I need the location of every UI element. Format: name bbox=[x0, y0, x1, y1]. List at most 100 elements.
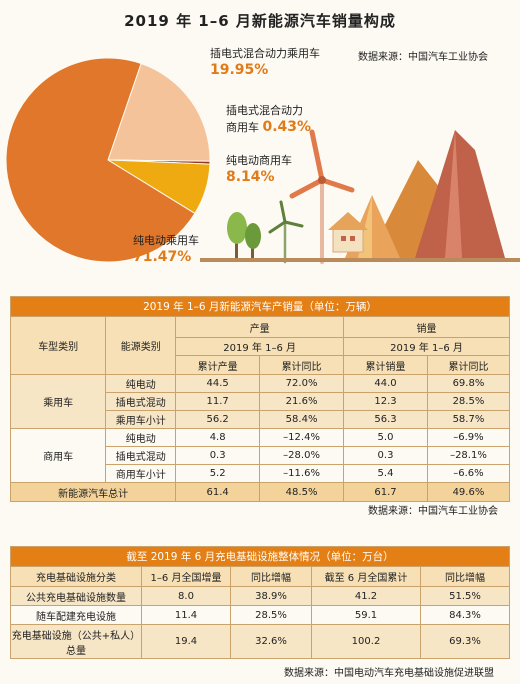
charging-infrastructure-table: 截至 2019 年 6 月充电基础设施整体情况（单位：万台） 充电基础设施分类 … bbox=[10, 546, 510, 659]
table-cell: 59.1 bbox=[311, 605, 421, 625]
table-cell: 48.5% bbox=[259, 482, 345, 502]
col-cum-sales: 累计销量 bbox=[343, 355, 428, 375]
col-cumulative: 截至 6 月全国累计 bbox=[311, 566, 421, 587]
table-cell: –6.9% bbox=[426, 428, 511, 447]
table-cell: 58.7% bbox=[426, 410, 511, 429]
label-phev-commercial: 插电式混合动力 商用车 0.43% bbox=[226, 104, 311, 136]
table-cell: 充电基础设施（公共+私人）总量 bbox=[10, 624, 142, 659]
scenery-illustration bbox=[200, 129, 520, 264]
col-sales-yoy: 累计同比 bbox=[426, 355, 511, 375]
table-cell: 纯电动 bbox=[105, 374, 177, 393]
table-cell: 56.3 bbox=[343, 410, 428, 429]
table-cell: 商用车小计 bbox=[105, 464, 177, 483]
label-bev-commercial-name: 纯电动商用车 bbox=[226, 154, 292, 167]
table-cell: 19.4 bbox=[141, 624, 231, 659]
table-cell: –11.6% bbox=[259, 464, 345, 483]
table-cell: 32.6% bbox=[230, 624, 312, 659]
table-cell: 12.3 bbox=[343, 392, 428, 411]
table-cell: 58.4% bbox=[259, 410, 345, 429]
table-cell: 56.2 bbox=[175, 410, 261, 429]
table-cell: 0.3 bbox=[343, 446, 428, 465]
table-cell: 84.3% bbox=[420, 605, 510, 625]
label-bev-commercial: 纯电动商用车 8.14% bbox=[226, 154, 292, 186]
table-cell: 随车配建充电设施 bbox=[10, 605, 142, 625]
table-row: 商用车 纯电动 4.8 –12.4% 5.0 –6.9% bbox=[9, 428, 511, 483]
group-passenger: 乘用车 bbox=[9, 374, 107, 429]
table-cell: 插电式混动 bbox=[105, 392, 177, 411]
pie-slice bbox=[5, 57, 196, 263]
table-cell: 8.0 bbox=[141, 586, 231, 606]
label-bev-commercial-pct: 8.14% bbox=[226, 169, 275, 185]
table-cell: 69.3% bbox=[420, 624, 510, 659]
ground-line bbox=[200, 258, 520, 262]
house-icon bbox=[328, 212, 368, 253]
table-cell: 49.6% bbox=[426, 482, 511, 502]
table-cell: 28.5% bbox=[230, 605, 312, 625]
pie-source: 数据来源：中国汽车工业协会 bbox=[358, 52, 488, 63]
table-cell: –28.0% bbox=[259, 446, 345, 465]
col-period-sales: 2019 年 1–6 月 bbox=[343, 337, 510, 356]
mountain-icon bbox=[345, 130, 505, 258]
col-h1-increase: 1–6 月全国增量 bbox=[141, 566, 231, 587]
small-wind-turbine-icon bbox=[268, 200, 304, 264]
table-cell: 5.2 bbox=[175, 464, 261, 483]
col-h1-yoy: 同比增幅 bbox=[230, 566, 312, 587]
table-row: 乘用车 纯电动 44.5 72.0% 44.0 69.8% bbox=[9, 374, 511, 429]
wind-turbine-icon bbox=[289, 129, 355, 264]
table-cell: 69.8% bbox=[426, 374, 511, 393]
table-cell: 乘用车小计 bbox=[105, 410, 177, 429]
col-period-production: 2019 年 1–6 月 bbox=[175, 337, 345, 356]
table-cell: 61.7 bbox=[343, 482, 428, 502]
label-phev-commercial-pct: 0.43% bbox=[262, 119, 312, 135]
table-cell: 41.2 bbox=[311, 586, 421, 606]
tree-icon bbox=[227, 212, 261, 262]
table-row: 公共充电基础设施数量 8.0 38.9% 41.2 51.5% bbox=[10, 586, 510, 606]
table-row: 商用车小计 5.2 –11.6% 5.4 –6.6% bbox=[10, 464, 511, 483]
label-phev-commercial-name-1: 插电式混合动力 bbox=[226, 104, 303, 117]
table-cell: 纯电动 bbox=[105, 428, 177, 447]
table-cell: 5.4 bbox=[343, 464, 428, 483]
table1-title: 2019 年 1–6 月新能源汽车产销量（单位：万辆） bbox=[10, 296, 510, 317]
table-cell: 44.0 bbox=[343, 374, 428, 393]
table-cell: 插电式混动 bbox=[105, 446, 177, 465]
table-cell: 44.5 bbox=[175, 374, 261, 393]
table1-source: 数据来源：中国汽车工业协会 bbox=[368, 506, 498, 517]
table-cell: 5.0 bbox=[343, 428, 428, 447]
chart-title: 2019 年 1–6 月新能源汽车销量构成 bbox=[124, 12, 396, 30]
label-bev-passenger-name: 纯电动乘用车 bbox=[133, 234, 199, 247]
table-cell: 61.4 bbox=[175, 482, 261, 502]
production-sales-table: 2019 年 1–6 月新能源汽车产销量（单位：万辆） 车型类别 能源类别 产量… bbox=[9, 296, 511, 502]
col-energy-type: 能源类别 bbox=[105, 316, 177, 375]
pie-slice bbox=[107, 62, 211, 162]
table-cell: 11.7 bbox=[175, 392, 261, 411]
table-row: 随车配建充电设施 11.4 28.5% 59.1 84.3% bbox=[10, 605, 510, 625]
table-cell: 72.0% bbox=[259, 374, 345, 393]
table-cell: –12.4% bbox=[259, 428, 345, 447]
table-cell: 38.9% bbox=[230, 586, 312, 606]
table-cell: –28.1% bbox=[426, 446, 511, 465]
label-phev-passenger-pct: 19.95% bbox=[210, 62, 269, 78]
table-header-row: 充电基础设施分类 1–6 月全国增量 同比增幅 截至 6 月全国累计 同比增幅 bbox=[10, 566, 510, 587]
col-sales: 销量 bbox=[343, 316, 510, 338]
table-cell: –6.6% bbox=[426, 464, 511, 483]
col-prod-yoy: 累计同比 bbox=[259, 355, 345, 375]
table-cell: 4.8 bbox=[175, 428, 261, 447]
table-row: 乘用车小计 56.2 58.4% 56.3 58.7% bbox=[10, 410, 511, 429]
label-bev-passenger: 纯电动乘用车 71.47% bbox=[133, 234, 199, 266]
table2-source: 数据来源：中国电动汽车充电基础设施促进联盟 bbox=[284, 668, 494, 679]
table-row: 充电基础设施（公共+私人）总量 19.4 32.6% 100.2 69.3% bbox=[10, 624, 510, 659]
col-cum-production: 累计产量 bbox=[175, 355, 261, 375]
table-cell: 新能源汽车总计 bbox=[9, 482, 177, 502]
pie-chart bbox=[5, 57, 211, 263]
col-production: 产量 bbox=[175, 316, 345, 338]
label-phev-commercial-name-2: 商用车 bbox=[226, 121, 259, 134]
table2-title: 截至 2019 年 6 月充电基础设施整体情况（单位：万台） bbox=[10, 546, 510, 567]
table-cell: 0.3 bbox=[175, 446, 261, 465]
col-vehicle-type: 车型类别 bbox=[9, 316, 107, 375]
label-phev-passenger-name: 插电式混合动力乘用车 bbox=[210, 47, 320, 60]
table-cell: 100.2 bbox=[311, 624, 421, 659]
col-cum-yoy: 同比增幅 bbox=[420, 566, 510, 587]
table-row-total: 新能源汽车总计 61.4 48.5% 61.7 49.6% bbox=[9, 482, 511, 502]
table-cell: 51.5% bbox=[420, 586, 510, 606]
